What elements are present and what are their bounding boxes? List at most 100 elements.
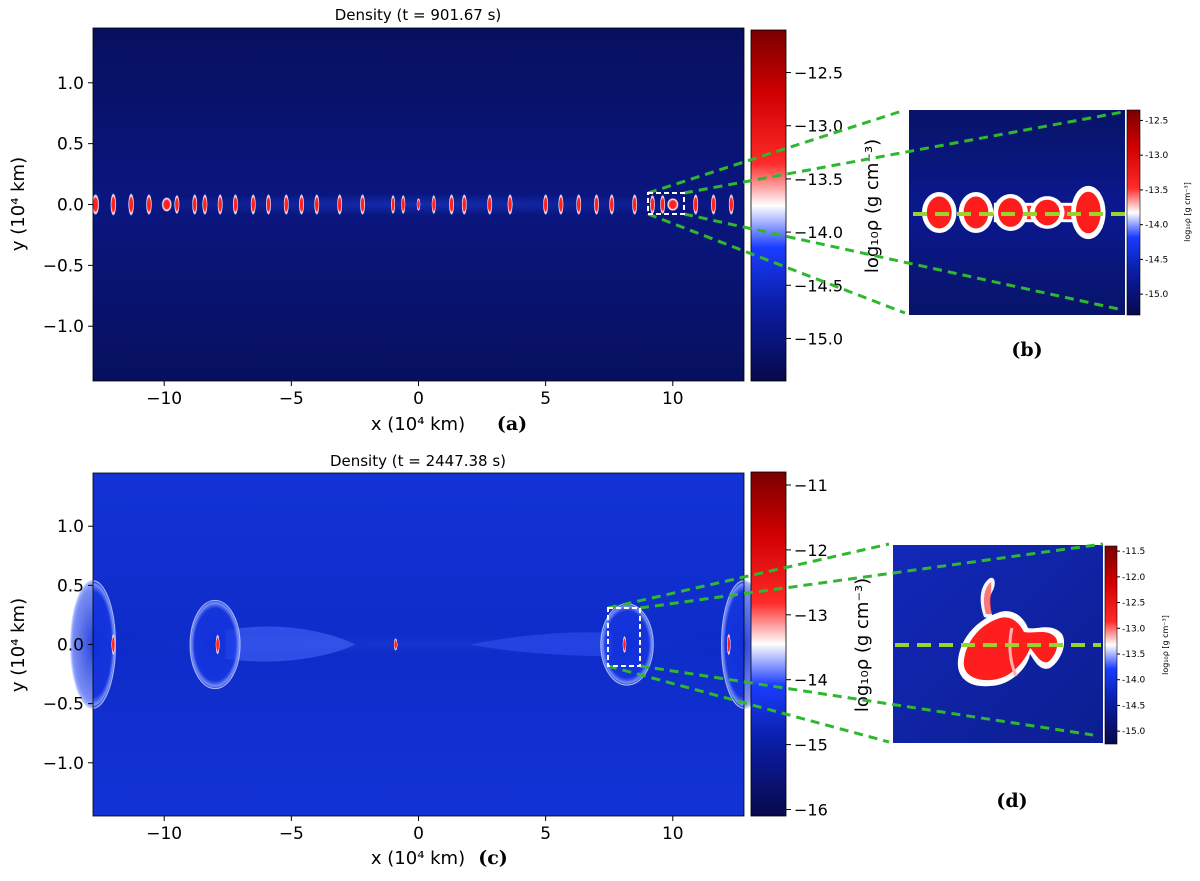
x-tick-label: 10 [662, 389, 684, 409]
colorbar-tick-label: -14.5 [1122, 701, 1145, 711]
x-tick-label: 0 [413, 389, 424, 409]
panel-a-colorbar-ticks: −12.5 −13.0 −13.5 −14.0 −14.5 −15.0 [786, 64, 843, 348]
panel-c-ylabel: y (10⁴ km) [8, 598, 29, 692]
panel-c-label: (c) [478, 847, 508, 869]
y-tick-label: 1.0 [57, 74, 84, 94]
y-tick-label: −1.0 [43, 754, 84, 774]
colorbar-tick-label: -12.5 [1145, 116, 1168, 126]
colorbar-tick-label: −11 [794, 476, 828, 495]
x-tick-label: 10 [662, 824, 684, 844]
panel-a-xlabel: x (10⁴ km) [371, 414, 465, 435]
density-clump-core [394, 640, 397, 649]
colorbar-tick-label: −13.0 [794, 117, 843, 136]
density-clump-core [361, 197, 364, 212]
colorbar-tick-label: −12.5 [794, 64, 843, 83]
shock-shell [189, 599, 241, 690]
density-clump-core [623, 639, 626, 650]
x-tick-label: 5 [540, 824, 551, 844]
colorbar-tick-label: -14.5 [1145, 255, 1168, 265]
panel-a-colorbar: −12.5 −13.0 −13.5 −14.0 −14.5 −15.0 log₁₀ρ (g… [750, 29, 883, 382]
colorbar-tick-label: −15 [794, 736, 828, 755]
colorbar-tick-label: -13.5 [1145, 186, 1168, 196]
zoom-clump [963, 196, 989, 229]
panel-d-clump-vein [1008, 627, 1018, 677]
colorbar-tick-label: -13.0 [1145, 151, 1169, 161]
colorbar-tick-label: −13.5 [794, 170, 843, 189]
density-clump-core [432, 198, 435, 211]
density-clump-core [712, 197, 715, 212]
colorbar-tick-label: −14 [794, 671, 828, 690]
colorbar-tick-label: −14.5 [794, 276, 843, 295]
y-tick-label: 0.5 [57, 576, 84, 596]
panel-b-label: (b) [1011, 339, 1042, 361]
y-tick-label: 0.5 [57, 135, 84, 155]
density-clump-core [633, 197, 636, 212]
x-tick-label: −5 [279, 824, 304, 844]
panel-c: Density (t = 2447.38 s) −10 −5 0 5 10 1.0 0.5 0… [8, 452, 873, 869]
panel-a-zoom-box [647, 192, 685, 215]
colorbar-tick-label: -13.5 [1122, 650, 1145, 660]
colorbar-tick-label: −14.0 [794, 223, 843, 242]
density-clump-core [651, 198, 654, 211]
zoom-connectors-c-d [607, 542, 1104, 744]
panel-a-ticks: −10 −5 0 5 10 1.0 0.5 0.0 −0.5 −1.0 [43, 27, 745, 409]
density-clump-core [661, 198, 664, 211]
y-tick-label: −0.5 [43, 256, 84, 276]
panel-b-colorbar-label: log₁₀ρ [g cm⁻³] [1183, 182, 1192, 242]
panel-d-arm-core [983, 582, 992, 614]
density-clump-core [402, 198, 405, 211]
panel-b-colorbar: -12.5 -13.0 -13.5 -14.0 -14.5 -15.0 log₁₀ρ [g… [1126, 109, 1192, 316]
density-clump-core [267, 197, 270, 212]
density-clump-core [417, 200, 420, 209]
density-clump-core [112, 637, 115, 652]
x-tick-label: −5 [279, 389, 304, 409]
panel-c-colorbar: −11 −12 −13 −14 −15 −16 log₁₀ρ (g cm⁻³) [750, 471, 873, 820]
density-clump-core [111, 197, 115, 212]
x-tick-label: 0 [413, 824, 424, 844]
density-clump-core [463, 197, 466, 212]
density-clump-core [694, 197, 697, 212]
x-tick-label: −10 [146, 389, 182, 409]
jet-right [469, 632, 612, 657]
colorbar-tick-label: -14.0 [1122, 676, 1146, 686]
colorbar-tick-label: −12 [794, 541, 828, 560]
density-clump-core [285, 197, 288, 212]
panel-c-xlabel: x (10⁴ km) [371, 848, 465, 869]
panel-c-colorbar-label: log₁₀ρ (g cm⁻³) [852, 578, 873, 712]
colorbar-tick-label: −15.0 [794, 329, 843, 348]
x-tick-label: 5 [540, 389, 551, 409]
panel-b-marks [921, 185, 1106, 240]
density-clump-core [175, 198, 179, 211]
density-clump-core [164, 199, 170, 210]
panel-c-colorbar-ticks: −11 −12 −13 −14 −15 −16 [786, 476, 828, 820]
panel-d-colorbar-ticks: -11.5 -12.0 -12.5 -13.0 -13.5 -14.0 -14.5 -15.0 [1117, 547, 1146, 737]
colorbar-tick-label: -15.0 [1122, 727, 1146, 737]
density-clump-core [544, 197, 547, 212]
density-clump-core [216, 638, 219, 651]
panel-d-colorbar-label: log₁₀ρ [g cm⁻³] [1161, 615, 1170, 675]
colorbar-tick-label: -14.0 [1145, 221, 1169, 231]
panel-d-label: (d) [996, 790, 1027, 812]
density-clump-core [203, 197, 207, 212]
y-tick-label: 0.0 [57, 636, 84, 656]
density-clump-core [392, 198, 395, 211]
density-clump-core [300, 197, 303, 212]
colorbar-tick-label: −16 [794, 801, 828, 820]
colorbar-tick-label: -12.0 [1122, 573, 1146, 583]
colorbar-tick-label: -11.5 [1122, 547, 1145, 557]
x-tick-label: −10 [146, 824, 182, 844]
y-tick-label: 0.0 [57, 196, 84, 216]
colorbar-tick-label: -13.0 [1122, 624, 1146, 634]
density-clump-core [338, 197, 341, 212]
panel-a-colorbar-label: log₁₀ρ (g cm⁻³) [862, 139, 883, 273]
density-clump-core [218, 197, 222, 212]
panel-a-marks [91, 192, 744, 217]
panel-c-zoom-box [607, 607, 641, 667]
panel-b: -12.5 -13.0 -13.5 -14.0 -14.5 -15.0 log₁₀ρ [g… [909, 109, 1192, 361]
zoom-connectors-a-b [647, 108, 1124, 315]
y-tick-label: −1.0 [43, 317, 84, 337]
panel-d: -11.5 -12.0 -12.5 -13.0 -13.5 -14.0 -14.5 -15.0… [893, 545, 1170, 812]
y-tick-label: 1.0 [57, 517, 84, 537]
colorbar-tick-label: -15.0 [1145, 290, 1169, 300]
